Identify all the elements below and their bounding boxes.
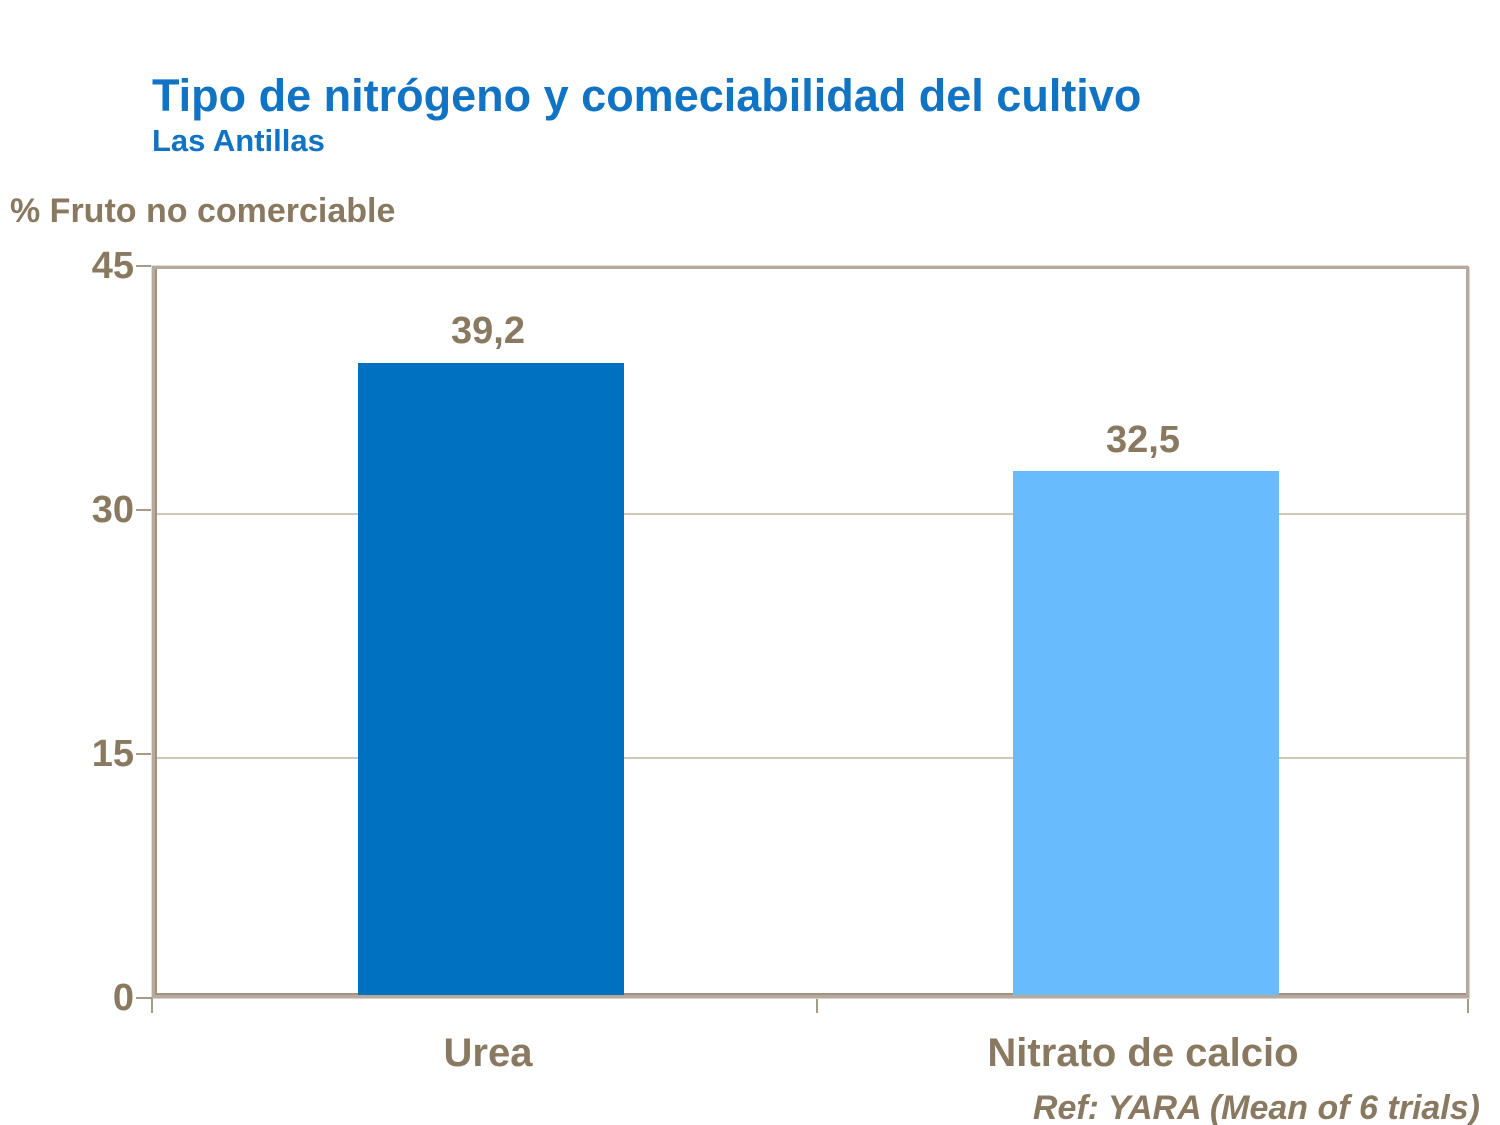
- plot-area: [152, 266, 1469, 998]
- x-axis-line: [155, 993, 1466, 995]
- page-title: Tipo de nitrógeno y comeciabilidad del c…: [152, 70, 1142, 121]
- y-tick-label-45: 45: [91, 245, 134, 287]
- gridline-15: [155, 757, 1466, 759]
- y-tick-label-15: 15: [91, 733, 134, 775]
- x-category-label-nitrato: Nitrato de calcio: [987, 1031, 1299, 1075]
- x-category-label-urea: Urea: [443, 1031, 533, 1075]
- gridline-30: [155, 513, 1466, 515]
- page-subtitle: Las Antillas: [152, 123, 325, 158]
- bar-nitrato-de-calcio: [1013, 470, 1279, 995]
- y-tick-label-0: 0: [112, 977, 134, 1019]
- y-tick-mark-0: [136, 997, 153, 999]
- y-tick-mark-15: [136, 753, 153, 755]
- x-tick-mark-left: [151, 999, 153, 1013]
- y-tick-label-30: 30: [91, 489, 134, 531]
- bar-value-label-urea: 39,2: [451, 310, 525, 352]
- x-tick-mark-right: [1467, 999, 1469, 1013]
- reference-note: Ref: YARA (Mean of 6 trials): [1032, 1089, 1480, 1125]
- y-tick-mark-45: [136, 265, 153, 267]
- y-tick-mark-30: [136, 509, 153, 511]
- bar-urea: [358, 362, 624, 995]
- y-axis-title: % Fruto no comerciable: [10, 192, 396, 230]
- y-axis-line: [155, 269, 157, 995]
- bar-value-label-nitrato: 32,5: [1106, 419, 1180, 461]
- x-tick-mark-middle: [816, 999, 818, 1013]
